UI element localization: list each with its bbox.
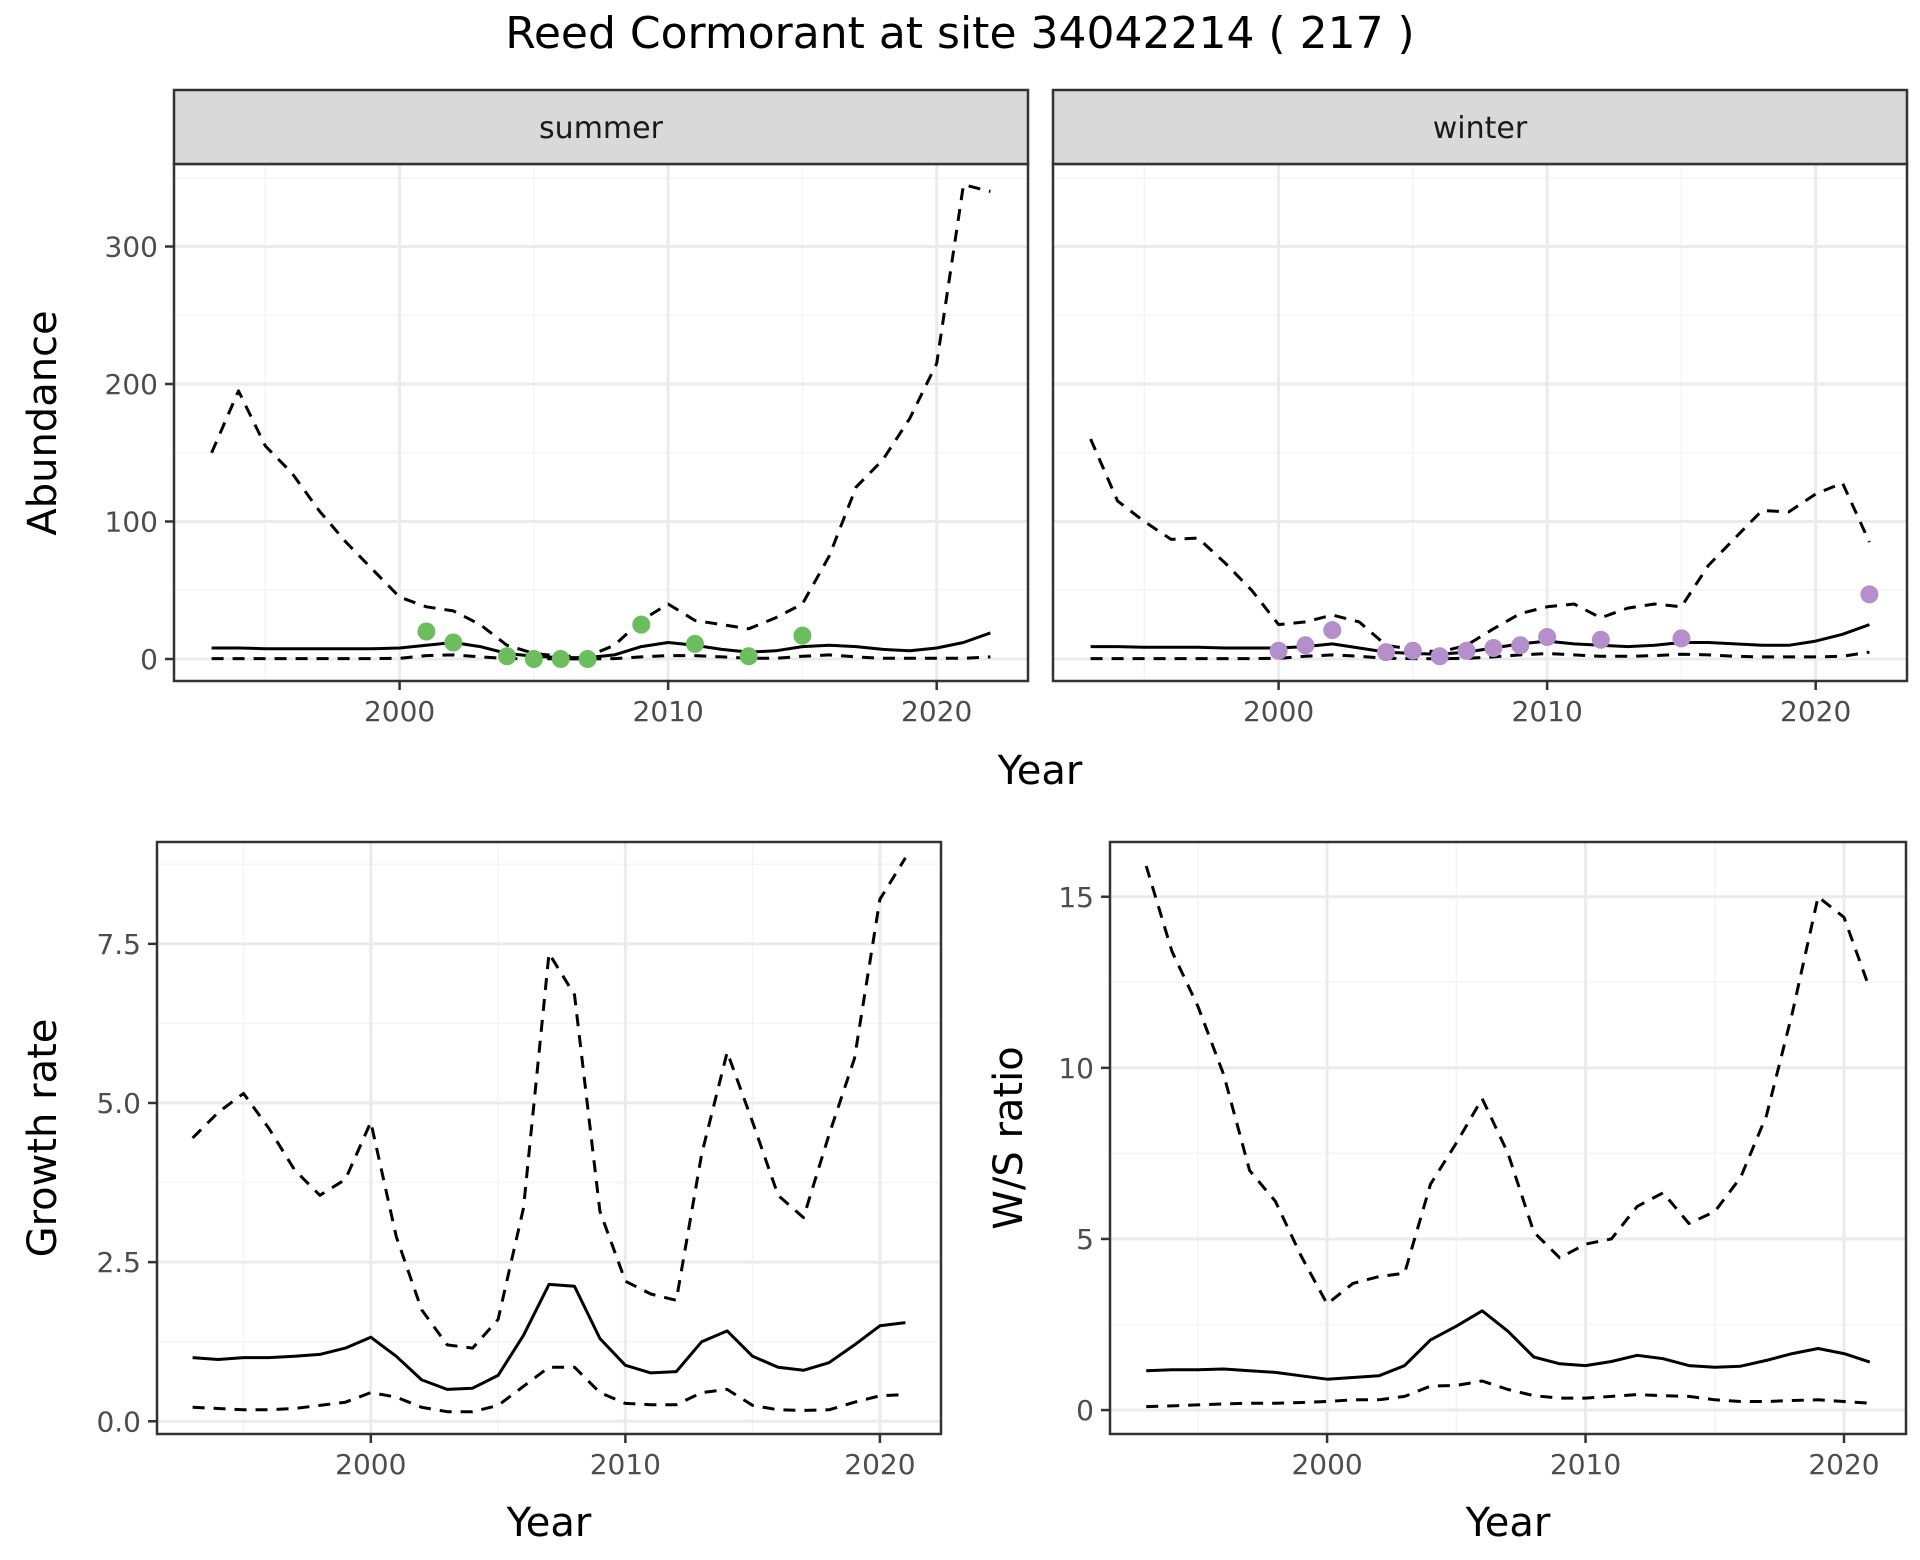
summer-strip [172, 88, 1030, 166]
winter-count-point [1323, 621, 1342, 640]
growth-upper-bound-line [191, 857, 907, 1350]
growth-y-tick-label: 7.5 [96, 928, 141, 961]
summer-y-tick-label: 300 [105, 231, 158, 264]
chart-title: Reed Cormorant at site 34042214 ( 217 ) [505, 8, 1414, 59]
winter-x-tick-label: 2020 [1780, 695, 1851, 728]
winter-strip [1051, 88, 1909, 166]
winter-count-point [1538, 628, 1557, 646]
ws-x-tick-label: 2020 [1808, 1448, 1879, 1481]
growth-panel-border [155, 840, 943, 1436]
growth-y-axis-title: Growth rate [20, 1019, 66, 1258]
winter-strip-label: winter [1433, 111, 1528, 146]
summer-count-point [551, 650, 570, 668]
ws-x-axis-title: Year [1465, 1500, 1551, 1546]
growth-x-tick-label: 2020 [844, 1448, 915, 1481]
ws-ratio-panel: 2000 2010 2020 0 5 10 15 W/S ratio Year [986, 840, 1908, 1546]
winter-x-tick-label: 2000 [1243, 695, 1314, 728]
winter-count-point [1511, 636, 1530, 655]
growth-lower-bound-line [192, 1365, 906, 1414]
summer-count-point [524, 650, 543, 668]
summer-count-point [632, 615, 651, 634]
ws-plot-background [1110, 842, 1906, 1434]
growth-x-tick-label: 2010 [590, 1448, 661, 1481]
summer-count-point [578, 650, 597, 668]
ws-y-tick-label: 0 [1076, 1394, 1094, 1427]
winter-count-point [1672, 629, 1691, 648]
summer-y-tick-label: 100 [105, 506, 158, 539]
growth-plot-background [157, 842, 941, 1434]
summer-y-tick-label: 0 [140, 643, 158, 676]
summer-y-tick-label: 200 [105, 368, 158, 401]
summer-count-point [498, 647, 517, 666]
growth-y-tick-label: 2.5 [96, 1246, 141, 1279]
growth-mean-line [192, 1282, 906, 1391]
ws-x-tick-label: 2000 [1291, 1448, 1362, 1481]
top-x-axis-title: Year [997, 748, 1083, 794]
winter-count-point [1296, 636, 1315, 655]
growth-y-tick-label: 0.0 [96, 1405, 141, 1438]
winter-abundance-panel: winter 2000 2010 2020 [1051, 88, 1909, 728]
winter-plot-background [1053, 164, 1907, 681]
ws-y-tick-label: 15 [1058, 881, 1094, 914]
winter-mean-line [1090, 623, 1870, 656]
winter-lower-bound-line [1090, 650, 1870, 661]
winter-count-point [1430, 647, 1449, 666]
ws-lower-bound-line [1146, 1379, 1870, 1409]
summer-upper-bound-line [210, 183, 991, 658]
summer-abundance-panel: summer 2000 2010 2020 0 100 200 300 Abundance [20, 88, 1030, 728]
winter-count-point [1484, 639, 1503, 657]
summer-x-tick-label: 2010 [633, 695, 704, 728]
summer-count-point [685, 634, 704, 653]
winter-upper-bound-line [1089, 438, 1871, 654]
winter-count-point [1403, 641, 1422, 660]
ws-y-tick-label: 10 [1058, 1052, 1094, 1085]
summer-plot-background [174, 164, 1028, 681]
winter-count-point [1377, 643, 1396, 662]
summer-count-point [444, 633, 463, 652]
winter-x-tick-label: 2010 [1512, 695, 1583, 728]
winter-count-point [1457, 641, 1476, 660]
summer-x-tick-label: 2000 [364, 695, 435, 728]
summer-y-axis-title: Abundance [20, 310, 66, 535]
summer-mean-line [211, 631, 991, 660]
winter-count-point [1269, 641, 1288, 660]
growth-rate-panel: 2000 2010 2020 0.0 2.5 5.0 7.5 Growth rate Year [20, 840, 943, 1546]
growth-y-tick-label: 5.0 [96, 1087, 141, 1120]
ws-y-axis-title: W/S ratio [986, 1046, 1032, 1229]
ws-y-tick-label: 5 [1076, 1223, 1094, 1256]
summer-count-point [739, 647, 758, 666]
ws-mean-line [1146, 1309, 1871, 1381]
winter-count-point [1860, 585, 1879, 604]
winter-count-point [1591, 630, 1610, 649]
growth-x-tick-label: 2000 [335, 1448, 406, 1481]
summer-x-tick-label: 2020 [901, 695, 972, 728]
summer-lower-bound-line [211, 653, 991, 661]
ws-x-tick-label: 2010 [1550, 1448, 1621, 1481]
ws-panel-border [1108, 840, 1908, 1436]
summer-count-point [793, 626, 812, 645]
growth-x-axis-title: Year [506, 1500, 592, 1546]
summer-strip-label: summer [539, 111, 664, 146]
summer-count-point [417, 622, 436, 641]
